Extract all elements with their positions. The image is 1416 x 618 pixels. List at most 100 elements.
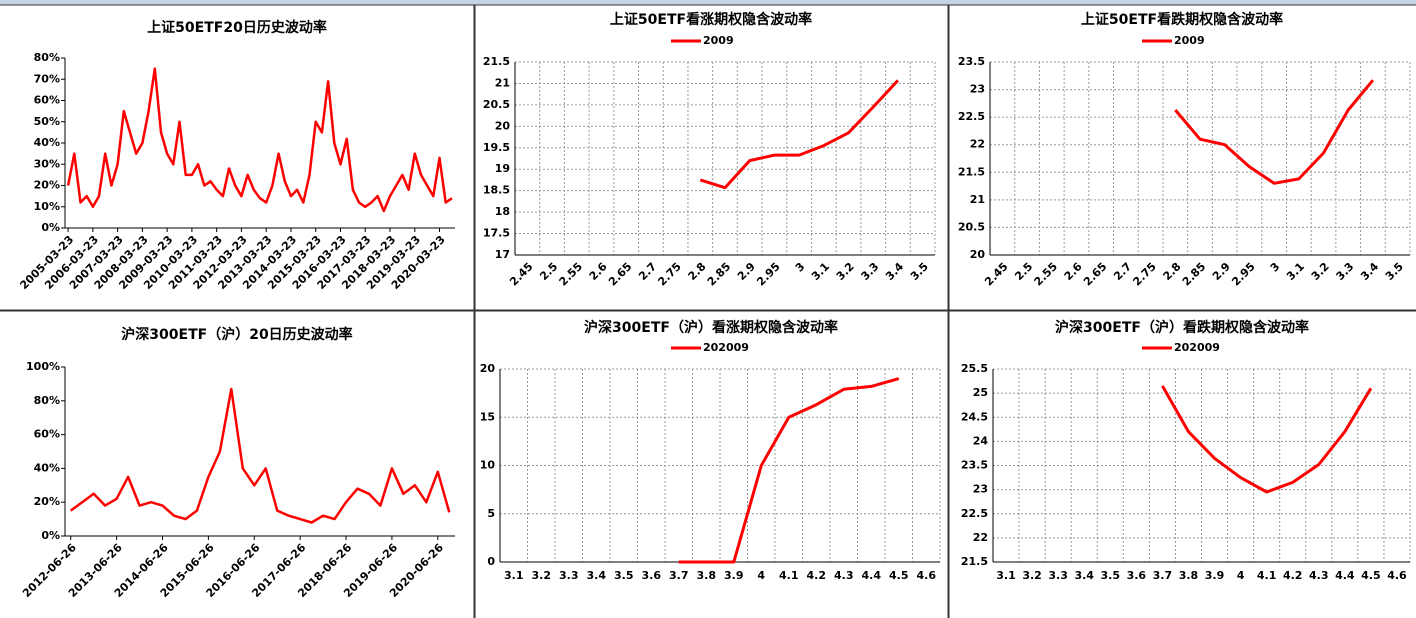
x-tick-label: 3.1: [809, 260, 832, 283]
y-tick-label: 21.5: [483, 55, 510, 68]
x-tick-label: 4.5: [1361, 569, 1381, 582]
x-tick-label: 2.55: [1032, 260, 1060, 288]
legend-label: 202009: [1174, 341, 1220, 354]
y-tick-label: 80%: [34, 394, 60, 407]
y-tick-label: 20.5: [483, 98, 510, 111]
y-tick-label: 17: [495, 248, 510, 261]
x-tick-label: 4: [757, 569, 765, 582]
x-tick-label: 2.45: [507, 260, 535, 288]
x-tick-label: 2.95: [1229, 260, 1257, 288]
y-tick-label: 21: [495, 76, 510, 89]
x-tick-label: 2.75: [655, 260, 683, 288]
y-tick-label: 70%: [34, 72, 60, 85]
y-tick-label: 100%: [26, 360, 60, 373]
x-tick-label: 2.95: [754, 260, 782, 288]
y-tick-label: 60%: [34, 94, 60, 107]
data-line: [699, 79, 899, 190]
x-tick-label: 2.65: [1081, 260, 1109, 288]
x-tick-label: 2.45: [982, 260, 1010, 288]
data-line: [1174, 79, 1375, 185]
legend-label: 2009: [703, 34, 734, 47]
y-tick-label: 17.5: [483, 227, 510, 240]
x-tick-label: 3.9: [724, 569, 744, 582]
x-tick-label: 2.65: [606, 260, 634, 288]
y-tick-label: 40%: [34, 136, 60, 149]
y-tick-label: 40%: [34, 461, 60, 474]
x-tick-label: 3.4: [1074, 569, 1094, 582]
y-tick-label: 60%: [34, 428, 60, 441]
y-tick-label: 21.5: [958, 165, 985, 178]
y-tick-label: 20%: [34, 179, 60, 192]
chart-title: 上证50ETF看涨期权隐含波动率: [610, 11, 812, 28]
x-tick-label: 3.8: [697, 569, 717, 582]
y-tick-label: 23.5: [958, 55, 985, 68]
x-tick-label: 4.3: [1309, 569, 1329, 582]
x-tick-label: 3.9: [1205, 569, 1225, 582]
x-tick-label: 4.1: [779, 569, 799, 582]
x-tick-label: 4.6: [1387, 569, 1407, 582]
x-tick-label: 3.1: [1284, 260, 1307, 283]
y-tick-label: 25: [973, 386, 988, 399]
x-tick-label: 2.75: [1130, 260, 1158, 288]
x-tick-label: 4.2: [807, 569, 827, 582]
y-tick-label: 24: [973, 434, 989, 447]
y-tick-label: 80%: [34, 51, 60, 64]
chart-title: 上证50ETF20日历史波动率: [147, 19, 327, 36]
x-tick-label: 3.2: [1309, 260, 1332, 283]
x-tick-label: 3.6: [1127, 569, 1147, 582]
x-tick-label: 3.8: [1179, 569, 1199, 582]
y-tick-label: 19: [495, 162, 510, 175]
y-tick-label: 20: [495, 119, 511, 132]
y-tick-label: 21.5: [961, 555, 988, 568]
x-tick-label: 4: [1237, 569, 1245, 582]
x-tick-label: 3.3: [559, 569, 579, 582]
x-tick-label: 3.3: [858, 260, 881, 283]
x-tick-label: 4.4: [1335, 569, 1355, 582]
top-strip: [0, 0, 1416, 5]
y-tick-label: 10: [480, 459, 496, 472]
x-tick-label: 3.5: [1101, 569, 1121, 582]
data-line: [1161, 385, 1373, 494]
x-tick-label: 3: [793, 260, 808, 275]
y-tick-label: 23.5: [961, 459, 988, 472]
x-tick-label: 3.6: [642, 569, 662, 582]
x-tick-label: 3.2: [834, 260, 857, 283]
x-tick-label: 2.85: [1180, 260, 1208, 288]
y-tick-label: 5: [487, 507, 495, 520]
data-line: [69, 387, 451, 524]
x-tick-label: 3.2: [1022, 569, 1042, 582]
y-tick-label: 22: [970, 138, 985, 151]
y-tick-label: 21: [970, 193, 985, 206]
y-tick-label: 18.5: [483, 184, 510, 197]
y-tick-label: 0%: [41, 221, 60, 234]
x-tick-label: 3.5: [1383, 260, 1406, 283]
y-tick-label: 20: [970, 248, 986, 261]
x-tick-label: 3.7: [669, 569, 689, 582]
chart-title: 沪深300ETF（沪）看跌期权隐含波动率: [1055, 319, 1309, 336]
y-tick-label: 10%: [34, 200, 60, 213]
y-tick-label: 23: [973, 483, 988, 496]
legend-label: 2009: [1174, 34, 1205, 47]
y-tick-label: 22: [973, 531, 988, 544]
chart-title: 沪深300ETF（沪）看涨期权隐含波动率: [584, 319, 838, 336]
y-tick-label: 20: [480, 362, 496, 375]
y-tick-label: 19.5: [483, 141, 510, 154]
legend-label: 202009: [703, 341, 749, 354]
x-tick-label: 3.7: [1153, 569, 1173, 582]
y-tick-label: 18: [495, 205, 510, 218]
x-tick-label: 4.4: [862, 569, 882, 582]
x-tick-label: 3.1: [996, 569, 1016, 582]
data-line: [66, 67, 453, 213]
x-tick-label: 3.1: [504, 569, 524, 582]
x-tick-label: 3.4: [1358, 260, 1381, 283]
x-tick-label: 3.2: [532, 569, 552, 582]
x-tick-label: 3.5: [614, 569, 634, 582]
y-tick-label: 22.5: [961, 507, 988, 520]
x-tick-label: 3.4: [587, 569, 607, 582]
y-tick-label: 50%: [34, 115, 60, 128]
x-tick-label: 2.85: [705, 260, 733, 288]
x-tick-label: 3.5: [908, 260, 931, 283]
y-tick-label: 22.5: [958, 110, 985, 123]
x-tick-label: 3.4: [883, 260, 906, 283]
